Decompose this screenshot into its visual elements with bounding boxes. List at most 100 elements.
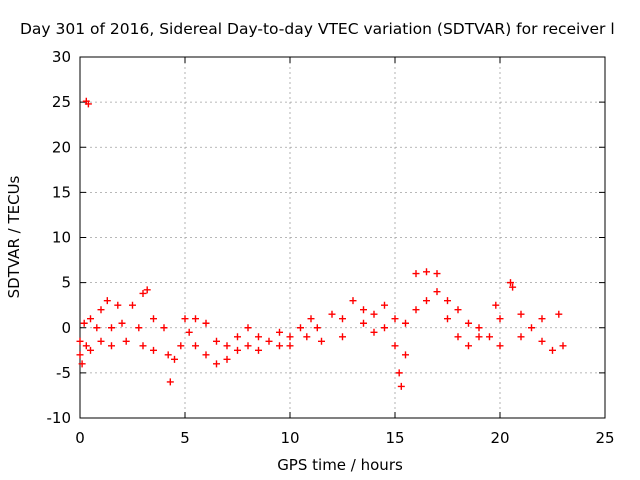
data-point [223, 342, 231, 350]
data-point [139, 289, 147, 297]
data-point [370, 328, 378, 336]
data-point [496, 315, 504, 323]
x-tick-label: 10 [280, 429, 299, 447]
data-point [244, 324, 252, 332]
data-point [139, 342, 147, 350]
data-point [454, 333, 462, 341]
data-point [286, 342, 294, 350]
data-point [192, 315, 199, 323]
data-point [129, 301, 136, 309]
data-point [103, 297, 111, 305]
data-point [181, 315, 189, 323]
data-point [517, 310, 525, 318]
y-axis-ticks: -10 -5 0 5 10 15 20 25 30 [47, 48, 605, 427]
x-tick-label: 5 [180, 429, 190, 447]
data-point [381, 324, 388, 332]
data-point [234, 333, 241, 341]
y-tick-label: -5 [56, 364, 71, 382]
data-point [549, 346, 556, 354]
data-point [76, 351, 84, 359]
data-point [164, 351, 172, 359]
y-tick-label: 30 [52, 48, 71, 66]
data-point [118, 319, 126, 327]
data-point [360, 319, 367, 327]
y-tick-label: 20 [52, 138, 71, 156]
data-point [433, 288, 441, 296]
data-point [87, 346, 94, 354]
x-axis-label: GPS time / hours [277, 456, 403, 474]
data-point [412, 306, 420, 314]
y-axis-label: SDTVAR / TECUs [5, 175, 23, 298]
data-point [276, 328, 283, 336]
data-points [76, 97, 567, 390]
data-point [307, 315, 315, 323]
data-point [328, 310, 336, 318]
data-point [160, 324, 168, 332]
data-point [559, 342, 567, 350]
data-point [444, 315, 451, 323]
y-tick-label: 10 [52, 229, 71, 247]
data-point [244, 342, 252, 350]
data-point [465, 342, 472, 350]
data-point [122, 337, 130, 345]
data-point [297, 324, 304, 332]
grid [80, 57, 605, 418]
x-axis-ticks: 0 5 10 15 20 25 [75, 57, 615, 447]
data-point [381, 301, 388, 309]
data-point [423, 297, 430, 305]
data-point [454, 306, 462, 314]
data-point [402, 351, 409, 359]
data-point [339, 315, 346, 323]
chart-title: Day 301 of 2016, Sidereal Day-to-day VTE… [20, 20, 615, 38]
data-point [150, 315, 157, 323]
data-point [303, 333, 311, 341]
data-point [87, 315, 94, 323]
data-point [213, 337, 220, 345]
data-point [313, 324, 321, 332]
data-point [395, 369, 403, 377]
data-point [143, 286, 151, 294]
data-point [286, 333, 294, 341]
data-point [492, 301, 500, 309]
data-point [265, 337, 273, 345]
x-tick-label: 20 [490, 429, 509, 447]
data-point [349, 297, 357, 305]
data-point [76, 337, 84, 345]
data-point [202, 319, 210, 327]
data-point [402, 319, 409, 327]
data-point [171, 355, 178, 363]
data-point [177, 342, 185, 350]
data-point [538, 315, 546, 323]
data-point [507, 279, 514, 287]
data-point [135, 324, 143, 332]
data-point [496, 342, 504, 350]
data-point [397, 382, 405, 390]
data-point [360, 306, 367, 314]
data-point [423, 268, 430, 276]
data-point [528, 324, 535, 332]
data-point [213, 360, 220, 368]
x-tick-label: 25 [595, 429, 614, 447]
data-point [538, 337, 546, 345]
data-point [150, 346, 157, 354]
data-point [517, 333, 525, 341]
data-point [486, 333, 493, 341]
data-point [318, 337, 325, 345]
data-point [97, 306, 105, 314]
data-point [82, 342, 90, 350]
data-point [108, 342, 115, 350]
data-point [234, 346, 241, 354]
data-point [80, 319, 88, 327]
data-point [391, 342, 399, 350]
data-point [114, 301, 122, 309]
data-point [339, 333, 346, 341]
data-point [255, 333, 262, 341]
y-tick-label: -10 [47, 409, 72, 427]
data-point [93, 324, 101, 332]
data-point [185, 328, 193, 336]
data-point [84, 100, 92, 108]
data-point [223, 355, 231, 363]
data-point [97, 337, 105, 345]
y-tick-label: 5 [61, 274, 71, 292]
y-tick-label: 25 [52, 93, 71, 111]
